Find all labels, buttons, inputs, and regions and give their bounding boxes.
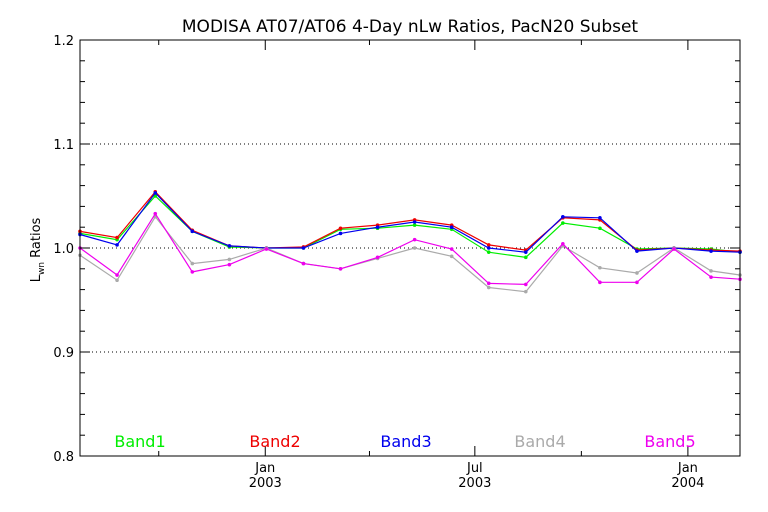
y-axis-label-subscript: wn: [37, 262, 47, 275]
x-tick-year-1: 2003: [458, 476, 491, 491]
point-band1-9: [412, 223, 417, 227]
point-band5-3: [190, 270, 195, 274]
point-band4-1: [115, 278, 119, 283]
point-band5-1: [115, 273, 119, 277]
point-band5-11: [486, 281, 491, 286]
point-band3-4: [227, 244, 232, 248]
chart-title: MODISA AT07/AT06 4-Day nLw Ratios, PacN2…: [182, 17, 639, 37]
legend-band1: Band1: [114, 432, 165, 451]
point-band5-17: [709, 275, 713, 279]
y-axis-label: Lwn Ratios: [29, 217, 47, 282]
point-band5-13: [561, 242, 565, 246]
legend: Band1 Band2 Band3 Band4 Band5: [114, 432, 695, 451]
point-band3-9: [412, 220, 417, 224]
x-tick-month-2: Jan: [677, 461, 698, 476]
point-band3-3: [190, 229, 195, 234]
point-band5-10: [449, 247, 454, 251]
point-band4-17: [709, 269, 713, 273]
point-band5-12: [523, 282, 528, 287]
point-band5-14: [598, 280, 602, 285]
x-tick-month-1: Jul: [466, 461, 483, 476]
point-band5-6: [301, 261, 306, 266]
x-tick-year-0: 2003: [249, 476, 282, 491]
legend-band2: Band2: [249, 432, 300, 451]
point-band1-13: [561, 221, 565, 225]
point-band1-14: [598, 226, 602, 231]
point-band4-11: [486, 285, 491, 290]
point-band3-15: [635, 249, 639, 253]
point-band3-14: [598, 216, 602, 220]
point-band2-7: [338, 226, 343, 231]
point-band5-9: [412, 237, 417, 242]
point-band5-15: [635, 280, 639, 285]
point-band3-2: [153, 191, 158, 195]
point-band3-6: [301, 246, 306, 250]
point-band5-2: [153, 211, 158, 216]
y-tick-label-1: 0.9: [53, 346, 74, 361]
point-band5-16: [672, 247, 676, 251]
point-band2-1: [115, 235, 119, 240]
point-band4-10: [449, 254, 454, 259]
point-band4-12: [523, 289, 528, 294]
point-band3-17: [709, 249, 713, 253]
x-tick-year-2: 2004: [671, 476, 704, 491]
point-band3-1: [115, 243, 119, 247]
point-band3-12: [523, 250, 528, 254]
point-band1-11: [486, 250, 491, 254]
y-tick-label-3: 1.1: [53, 138, 74, 153]
point-band4-4: [227, 257, 232, 262]
point-band3-11: [486, 246, 491, 250]
x-tick-month-0: Jan: [254, 461, 275, 476]
y-tick-label-0: 0.8: [53, 450, 74, 465]
point-band4-9: [412, 246, 417, 250]
legend-band5: Band5: [644, 432, 695, 451]
point-band5-4: [227, 262, 232, 267]
point-band5-8: [375, 255, 380, 260]
y-axis-label-rest: Ratios: [29, 217, 44, 262]
point-band2-11: [486, 243, 491, 247]
point-band4-3: [190, 261, 195, 266]
y-tick-label-4: 1.2: [53, 34, 74, 49]
point-band1-12: [523, 255, 528, 260]
legend-band3: Band3: [380, 432, 431, 451]
point-band3-8: [375, 225, 380, 229]
point-band5-5: [264, 247, 269, 251]
point-band4-14: [598, 265, 602, 270]
series-lines: [78, 190, 742, 294]
point-band5-7: [338, 267, 343, 271]
point-band3-10: [449, 225, 454, 229]
legend-band4: Band4: [514, 432, 565, 451]
y-axis-label-main: L: [29, 274, 44, 282]
y-tick-label-2: 1.0: [53, 242, 74, 257]
point-band3-13: [561, 215, 565, 219]
point-band4-15: [635, 271, 639, 275]
point-band3-7: [338, 231, 343, 236]
